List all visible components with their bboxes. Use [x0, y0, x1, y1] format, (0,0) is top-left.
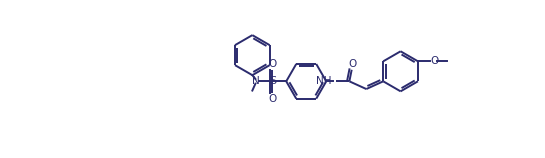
Text: N: N [252, 76, 259, 86]
Text: NH: NH [316, 76, 332, 86]
Text: O: O [268, 94, 276, 104]
Text: O: O [348, 59, 356, 69]
Text: O: O [430, 56, 438, 66]
Text: S: S [269, 76, 276, 86]
Text: O: O [268, 59, 276, 69]
